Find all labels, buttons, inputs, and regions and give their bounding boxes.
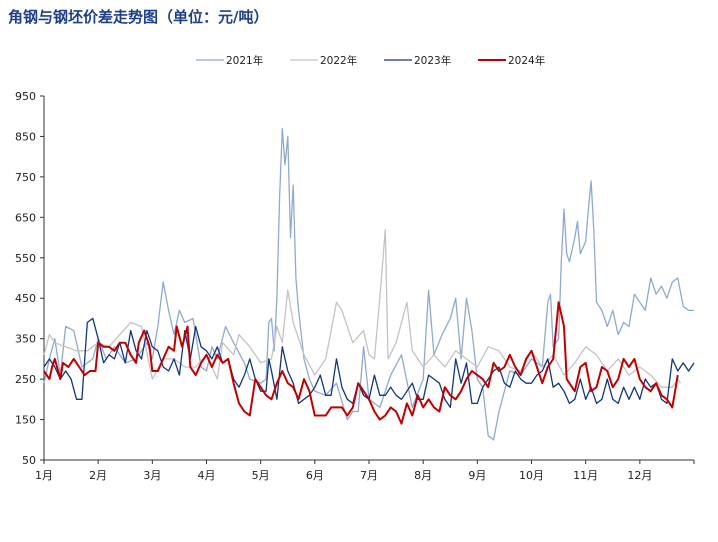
legend-item-2023: 2023年 xyxy=(384,54,451,67)
y-tick-label: 750 xyxy=(15,171,36,184)
series-line-2022 xyxy=(43,228,682,388)
legend-label: 2021年 xyxy=(226,54,263,67)
x-tick-label: 9月 xyxy=(468,469,486,482)
y-axis: 50 150 250 350 450 550 650 750 850 950 xyxy=(15,90,45,467)
legend-label: 2023年 xyxy=(414,54,451,67)
x-tick-label: 5月 xyxy=(252,469,270,482)
y-tick-label: 350 xyxy=(15,333,36,346)
series-line-2021 xyxy=(43,127,694,441)
y-tick-label: 850 xyxy=(15,130,36,143)
x-tick-label: 4月 xyxy=(198,469,216,482)
chart-title: 角钢与钢坯价差走势图（单位：元/吨） xyxy=(8,8,269,26)
y-tick-label: 50 xyxy=(22,454,36,467)
y-tick-label: 650 xyxy=(15,211,36,224)
y-tick-label: 250 xyxy=(15,373,36,386)
x-tick-label: 7月 xyxy=(360,469,378,482)
y-tick-label: 550 xyxy=(15,252,36,265)
x-tick-label: 2月 xyxy=(89,469,107,482)
y-tick-label: 950 xyxy=(15,90,36,103)
legend: 2021年 2022年 2023年 2024年 xyxy=(196,54,545,67)
plot-area xyxy=(43,127,695,441)
x-tick-label: 12月 xyxy=(627,469,652,482)
x-tick-label: 8月 xyxy=(414,469,432,482)
x-tick-label: 11月 xyxy=(573,469,598,482)
legend-item-2021: 2021年 xyxy=(196,54,263,67)
x-tick-label: 1月 xyxy=(35,469,53,482)
x-tick-label: 10月 xyxy=(519,469,544,482)
legend-label: 2024年 xyxy=(508,54,545,67)
y-tick-label: 450 xyxy=(15,292,36,305)
series-line-2023 xyxy=(43,317,695,409)
series-line-2024 xyxy=(43,301,679,425)
x-axis: 1月 2月 3月 4月 5月 6月 7月 8月 9月 10月 11月 12月 xyxy=(35,459,695,482)
legend-item-2024: 2024年 xyxy=(478,54,545,67)
legend-label: 2022年 xyxy=(320,54,357,67)
legend-item-2022: 2022年 xyxy=(290,54,357,67)
y-tick-label: 150 xyxy=(15,414,36,427)
x-tick-label: 3月 xyxy=(143,469,161,482)
x-tick-label: 6月 xyxy=(306,469,324,482)
